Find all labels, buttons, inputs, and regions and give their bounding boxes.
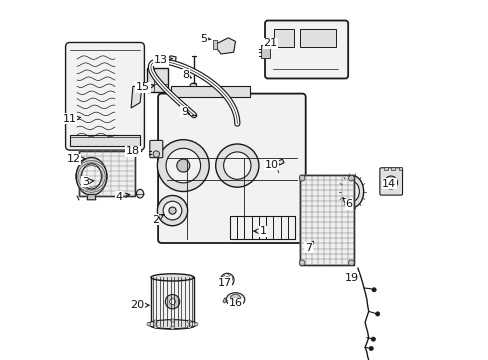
Circle shape (166, 148, 200, 183)
Text: 3: 3 (81, 177, 94, 187)
Circle shape (177, 159, 189, 172)
Circle shape (187, 325, 191, 329)
Circle shape (368, 346, 373, 351)
Bar (274, 29, 294, 47)
Bar (70, 135, 140, 146)
Ellipse shape (136, 189, 143, 198)
FancyBboxPatch shape (65, 42, 144, 150)
Bar (300, 175, 354, 265)
Circle shape (230, 294, 241, 305)
Circle shape (187, 320, 191, 323)
Circle shape (384, 176, 397, 189)
Circle shape (153, 151, 159, 157)
Text: 17: 17 (217, 278, 231, 288)
Text: 7: 7 (305, 241, 313, 253)
Polygon shape (131, 86, 142, 108)
Ellipse shape (147, 320, 197, 329)
Circle shape (215, 144, 258, 187)
Text: 10: 10 (264, 160, 279, 170)
FancyBboxPatch shape (379, 168, 402, 195)
Polygon shape (87, 194, 96, 200)
Bar (162, 59, 168, 63)
Circle shape (157, 195, 187, 226)
Text: 1: 1 (253, 226, 266, 236)
Text: 8: 8 (182, 70, 191, 80)
Text: 11: 11 (63, 114, 81, 124)
Polygon shape (162, 56, 176, 64)
Circle shape (224, 277, 230, 283)
Text: 2: 2 (151, 215, 163, 225)
Circle shape (220, 273, 234, 287)
Circle shape (348, 260, 354, 266)
Circle shape (168, 207, 176, 214)
Ellipse shape (341, 176, 363, 207)
Bar (390, 167, 394, 170)
Text: 5: 5 (200, 33, 211, 44)
Ellipse shape (151, 323, 194, 329)
Text: 4: 4 (116, 192, 130, 202)
Circle shape (163, 201, 182, 220)
FancyBboxPatch shape (158, 94, 305, 243)
Circle shape (146, 323, 150, 326)
Circle shape (348, 175, 354, 181)
Circle shape (223, 152, 250, 179)
Text: 21: 21 (263, 38, 277, 48)
Polygon shape (213, 38, 235, 54)
Circle shape (170, 326, 174, 330)
Text: 20: 20 (130, 300, 149, 310)
Bar (79, 151, 134, 196)
Bar (79, 151, 134, 196)
Text: 15: 15 (136, 82, 154, 92)
Ellipse shape (345, 181, 359, 201)
Bar (151, 277, 194, 326)
Text: 9: 9 (181, 107, 189, 117)
Text: 19: 19 (344, 273, 358, 283)
Circle shape (299, 175, 305, 181)
FancyBboxPatch shape (264, 21, 347, 78)
Circle shape (299, 260, 305, 266)
FancyBboxPatch shape (149, 140, 163, 158)
Bar (300, 29, 336, 47)
Polygon shape (272, 159, 284, 167)
Bar (260, 45, 269, 58)
Text: 16: 16 (227, 298, 242, 308)
Bar (300, 175, 354, 265)
Circle shape (154, 325, 157, 329)
Bar (146, 68, 168, 92)
Circle shape (154, 320, 157, 323)
Ellipse shape (76, 158, 106, 195)
Circle shape (370, 337, 375, 341)
Text: 14: 14 (382, 179, 395, 189)
Text: 6: 6 (342, 198, 352, 210)
Circle shape (169, 299, 175, 305)
Ellipse shape (190, 83, 196, 88)
Polygon shape (223, 298, 226, 303)
Bar (398, 167, 401, 170)
Circle shape (375, 312, 379, 316)
Ellipse shape (151, 274, 194, 281)
Circle shape (165, 294, 179, 309)
Bar (213, 40, 216, 49)
Circle shape (170, 319, 174, 323)
Ellipse shape (81, 164, 101, 189)
Circle shape (194, 323, 198, 326)
Text: 12: 12 (66, 154, 85, 164)
Ellipse shape (225, 293, 244, 306)
Circle shape (157, 140, 209, 192)
Text: 18: 18 (125, 146, 142, 156)
Circle shape (371, 288, 375, 292)
Bar (230, 216, 294, 239)
Bar (170, 86, 249, 97)
Text: 13: 13 (154, 55, 172, 66)
Bar (384, 167, 387, 170)
